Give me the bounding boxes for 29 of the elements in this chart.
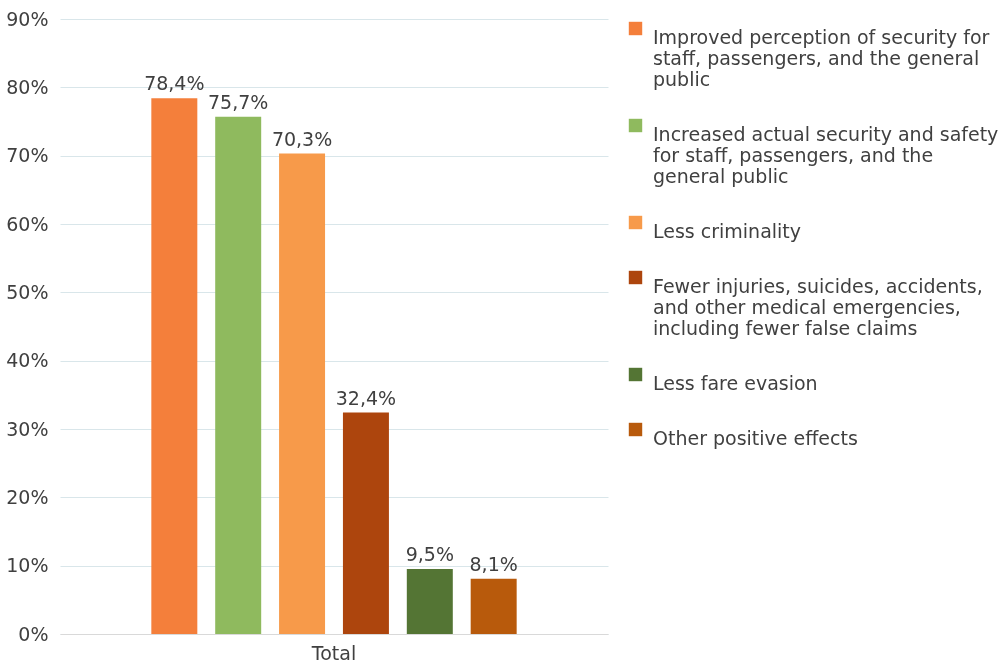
legend-label: Less fare evasion [653,371,818,394]
x-tick-label: Total [310,641,357,664]
legend-label: Other positive effects [653,426,858,449]
data-label: 9,5% [405,543,454,566]
legend-label: Improved perception of security for staff, passengers, and the general public [653,25,990,90]
y-tick-label: 80% [6,75,49,98]
bar [406,569,453,634]
bar [215,116,262,634]
y-tick-label: 0% [18,622,49,645]
legend-label: Increased actual security and safety for staff, passengers, and the general public [653,122,999,187]
y-tick-label: 10% [6,554,49,577]
bar [470,578,517,634]
y-tick-label: 40% [6,349,49,372]
data-label: 78,4% [144,72,205,95]
y-tick-label: 20% [6,485,49,508]
legend-label: Fewer injuries, suicides, accidents, and other medical emergencies, including fewer false claims [653,274,983,339]
bar [279,153,326,634]
y-tick-label: 30% [6,417,49,440]
data-label: 8,1% [469,552,518,575]
bar [342,412,389,634]
y-tick-label: 60% [6,212,49,235]
data-label: 70,3% [271,127,333,150]
bar [151,98,198,634]
y-tick-label: 90% [6,7,49,30]
y-tick-label: 70% [6,144,49,167]
data-label: 75,7% [208,90,269,113]
legend-label: Less criminality [653,219,802,242]
data-label: 32,4% [335,386,397,409]
y-tick-label: 50% [6,280,49,303]
